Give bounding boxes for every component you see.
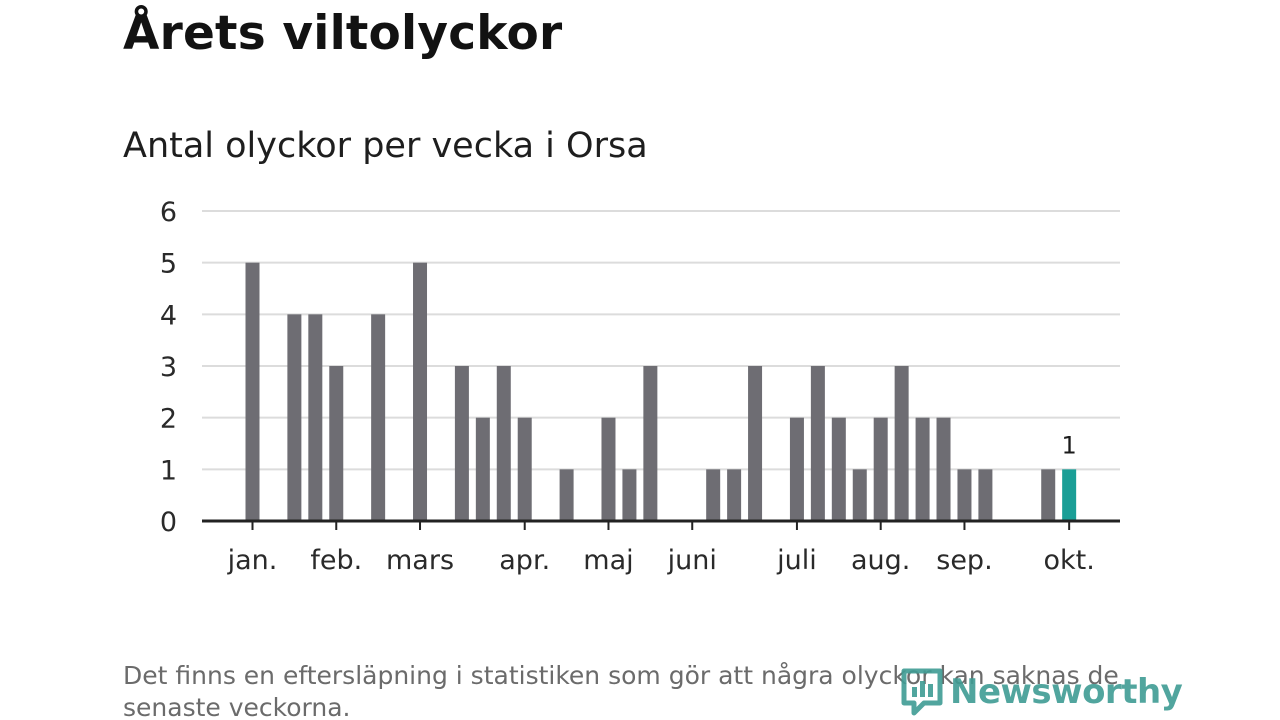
y-tick-label: 1 bbox=[160, 455, 177, 486]
y-tick-label: 3 bbox=[160, 352, 177, 383]
data-label: 1 bbox=[1062, 431, 1077, 459]
logo-text: Newsworthy bbox=[950, 672, 1183, 712]
y-tick-label: 5 bbox=[160, 249, 177, 280]
x-tick-label: feb. bbox=[310, 545, 362, 576]
x-tick-label: juni bbox=[667, 545, 717, 576]
bar bbox=[706, 469, 721, 521]
footnote: Det finns en eftersläpning i statistiken… bbox=[123, 661, 1119, 720]
bar bbox=[748, 366, 763, 521]
bar bbox=[789, 417, 804, 521]
y-tick-label: 2 bbox=[160, 404, 177, 435]
y-tick-label: 0 bbox=[160, 507, 177, 538]
bar bbox=[643, 366, 658, 521]
x-tick-label: jan. bbox=[227, 545, 278, 576]
bar bbox=[873, 417, 888, 521]
y-tick-label: 6 bbox=[160, 197, 177, 228]
bar bbox=[329, 366, 344, 521]
bar-chart: 0 1 2 3 4 5 6 1 jan. feb. mars apr. maj juni juli aug. s… bbox=[160, 197, 1120, 576]
bar bbox=[936, 417, 951, 521]
bar bbox=[810, 366, 825, 521]
bar bbox=[727, 469, 742, 521]
newsworthy-logo: Newsworthy bbox=[900, 662, 1183, 720]
x-tick-label: aug. bbox=[851, 545, 910, 576]
bar bbox=[413, 262, 428, 521]
x-tick-label: maj bbox=[583, 545, 633, 576]
bar bbox=[601, 417, 616, 521]
x-tick-label: sep. bbox=[936, 545, 992, 576]
chart-subtitle: Antal olyckor per vecka i Orsa bbox=[123, 126, 648, 166]
bar bbox=[496, 366, 511, 521]
bar bbox=[978, 469, 993, 521]
newsworthy-logo-icon bbox=[901, 668, 943, 716]
bar bbox=[831, 417, 846, 521]
bar bbox=[1041, 469, 1056, 521]
bar bbox=[894, 366, 909, 521]
bar bbox=[517, 417, 532, 521]
x-tick-label: apr. bbox=[499, 545, 550, 576]
bar bbox=[475, 417, 490, 521]
bar bbox=[559, 469, 574, 521]
bar bbox=[957, 469, 972, 521]
y-tick-label: 4 bbox=[160, 300, 177, 331]
bar bbox=[371, 314, 386, 521]
bar bbox=[852, 469, 867, 521]
bar bbox=[308, 314, 323, 521]
x-tick-label: mars bbox=[386, 545, 454, 576]
bar bbox=[915, 417, 930, 521]
x-tick-label: okt. bbox=[1043, 545, 1094, 576]
bar bbox=[454, 366, 469, 521]
x-tick-label: juli bbox=[776, 545, 817, 576]
bar bbox=[1062, 469, 1077, 521]
bar bbox=[622, 469, 637, 521]
bar bbox=[245, 262, 260, 521]
page-title: Årets viltolyckor bbox=[123, 6, 563, 61]
bar bbox=[287, 314, 302, 521]
